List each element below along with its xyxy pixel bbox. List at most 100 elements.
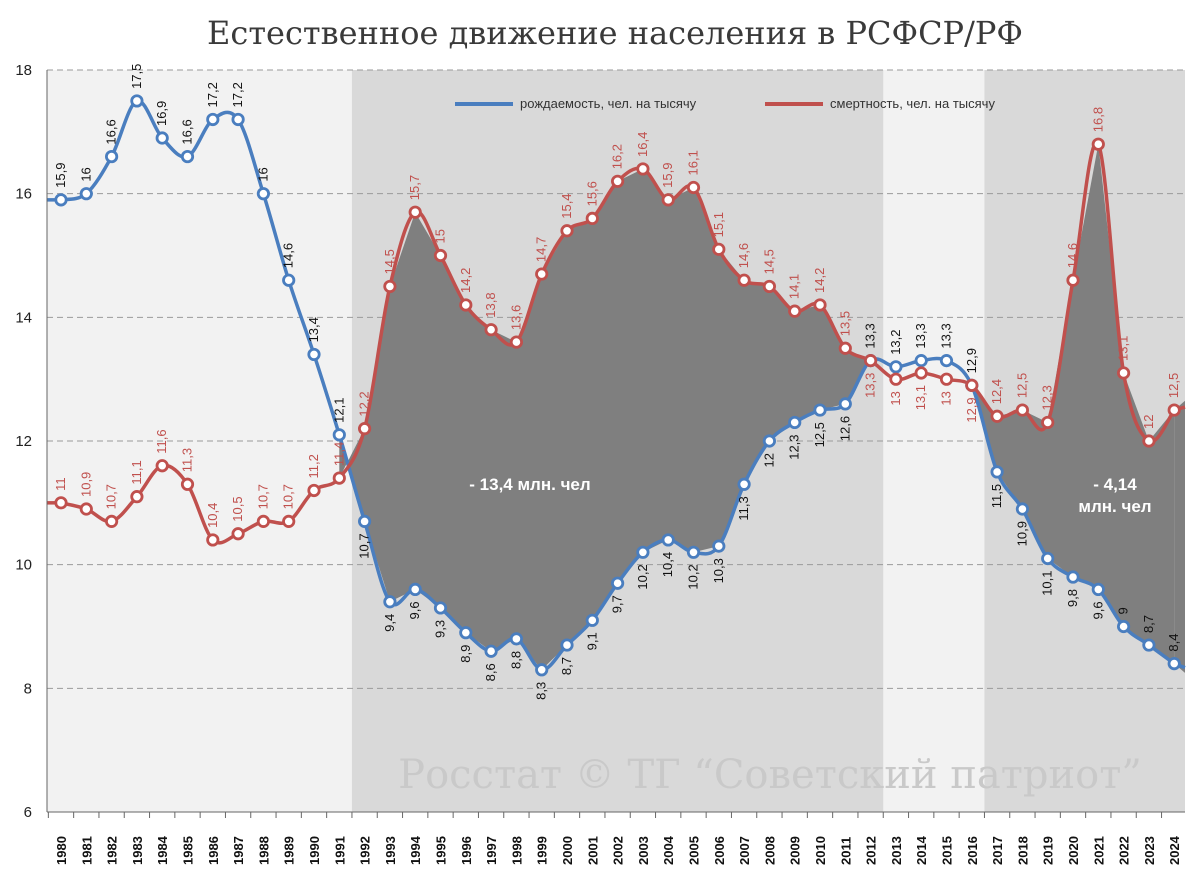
label-birth-1999: 8,3 <box>534 682 549 700</box>
label-birth-1994: 9,6 <box>407 601 422 619</box>
point-birth-2021 <box>1091 582 1105 597</box>
label-death-2001: 15,6 <box>584 181 599 206</box>
x-tick-1992: 1992 <box>358 836 373 865</box>
y-tick-16: 16 <box>15 186 32 203</box>
label-death-1996: 14,2 <box>458 268 473 293</box>
label-death-2021: 16,8 <box>1090 107 1105 132</box>
x-tick-2003: 2003 <box>636 836 651 865</box>
point-birth-2014 <box>914 354 928 368</box>
y-tick-8: 8 <box>24 680 32 697</box>
point-death-1985 <box>180 477 195 491</box>
point-birth-2001 <box>585 613 599 627</box>
point-death-1981 <box>79 502 93 516</box>
label-death-2004: 15,9 <box>660 163 675 188</box>
point-birth-2011 <box>838 397 852 411</box>
point-death-2001 <box>585 211 599 225</box>
label-birth-2006: 10,3 <box>711 558 726 583</box>
label-birth-2002: 9,7 <box>610 595 625 613</box>
label-death-2017: 12,4 <box>989 379 1004 404</box>
label-death-1993: 14,5 <box>382 249 397 274</box>
label-birth-2010: 12,5 <box>812 422 827 447</box>
legend-label-death: смертность, чел. на тысячу <box>830 96 995 111</box>
point-birth-1997 <box>484 644 498 658</box>
point-death-1983 <box>130 490 144 504</box>
label-birth-2003: 10,2 <box>635 564 650 589</box>
point-birth-2003 <box>636 545 650 559</box>
point-birth-1994 <box>408 582 422 597</box>
x-tick-2021: 2021 <box>1091 836 1106 865</box>
point-birth-2023 <box>1142 638 1156 652</box>
x-tick-2005: 2005 <box>687 836 702 865</box>
label-birth-1998: 8,8 <box>508 651 523 669</box>
x-tick-2008: 2008 <box>762 836 777 865</box>
x-tick-1989: 1989 <box>282 836 297 865</box>
x-tick-1982: 1982 <box>105 836 120 865</box>
label-death-1989: 10,7 <box>281 484 296 509</box>
point-death-2005 <box>686 180 701 195</box>
label-birth-2014: 13,3 <box>913 323 928 348</box>
label-birth-2008: 12 <box>761 453 776 467</box>
label-death-1999: 14,7 <box>534 237 549 262</box>
label-birth-2023: 8,7 <box>1141 615 1156 633</box>
annotation-period-2-line1: - 4,14 <box>1093 475 1137 494</box>
point-birth-2020 <box>1066 570 1080 584</box>
annotation-period-2-line2: млн. чел <box>1078 497 1151 516</box>
label-birth-2005: 10,2 <box>686 564 701 589</box>
point-death-1992 <box>357 422 372 436</box>
point-death-2016 <box>965 378 979 392</box>
point-birth-2024 <box>1167 656 1181 671</box>
label-death-1983: 11,1 <box>129 460 144 484</box>
label-death-2020: 14,6 <box>1065 243 1080 268</box>
point-birth-1991 <box>332 428 346 442</box>
point-birth-1988 <box>256 187 270 201</box>
point-death-2021 <box>1091 137 1105 151</box>
label-birth-1984: 16,9 <box>154 101 169 126</box>
x-tick-1993: 1993 <box>383 836 398 865</box>
point-death-2008 <box>762 279 777 294</box>
point-death-1994 <box>408 205 422 219</box>
label-death-1984: 11,6 <box>154 429 169 453</box>
label-death-2000: 15,4 <box>559 193 574 218</box>
point-death-1987 <box>231 527 245 541</box>
point-death-2013 <box>889 372 903 386</box>
x-tick-2010: 2010 <box>813 836 828 865</box>
x-axis: 1980 1981 1982 1983 1984 1985 1986 1987 1988 1989… <box>47 811 1185 865</box>
point-birth-1982 <box>105 149 119 164</box>
point-birth-2004 <box>661 533 675 547</box>
y-tick-6: 6 <box>24 804 32 821</box>
point-death-2003 <box>636 162 650 176</box>
label-birth-1989: 14,6 <box>281 243 296 268</box>
x-tick-1995: 1995 <box>434 836 449 865</box>
label-birth-1993: 9,4 <box>382 614 397 632</box>
point-death-2020 <box>1066 273 1080 287</box>
label-death-2010: 14,2 <box>812 268 827 293</box>
label-birth-1982: 16,6 <box>104 119 119 144</box>
label-death-1994: 15,7 <box>407 175 422 200</box>
label-death-2014: 13,1 <box>913 385 928 410</box>
series-points <box>54 94 1181 677</box>
x-tick-2022: 2022 <box>1117 836 1132 865</box>
watermark: Росстат © ТГ “Советский патриот” <box>398 752 1142 798</box>
label-death-2005: 16,1 <box>686 150 701 175</box>
x-tick-2016: 2016 <box>965 836 980 865</box>
label-birth-2007: 11,3 <box>736 496 751 520</box>
label-birth-2019: 10,1 <box>1040 570 1055 595</box>
annotation-period-1: - 13,4 млн. чел <box>469 475 590 494</box>
x-tick-2018: 2018 <box>1015 836 1030 865</box>
x-tick-1983: 1983 <box>130 836 145 865</box>
label-death-1988: 10,7 <box>255 484 270 509</box>
point-birth-1985 <box>180 149 195 164</box>
point-birth-1983 <box>130 94 144 108</box>
label-birth-1986: 17,2 <box>205 82 220 107</box>
x-tick-1990: 1990 <box>307 836 322 865</box>
point-death-2012 <box>863 354 878 368</box>
data-labels: 15,9 16 16,6 17,5 16,9 16,6 17,2 17,2 16 14,6 13,4… <box>53 64 1181 700</box>
point-death-1984 <box>155 459 169 473</box>
point-birth-1995 <box>433 601 448 615</box>
label-death-2012: 13,3 <box>863 373 878 398</box>
point-death-2007 <box>737 273 751 287</box>
x-tick-2000: 2000 <box>560 836 575 865</box>
x-tick-1981: 1981 <box>79 836 94 865</box>
x-tick-2020: 2020 <box>1066 836 1081 865</box>
